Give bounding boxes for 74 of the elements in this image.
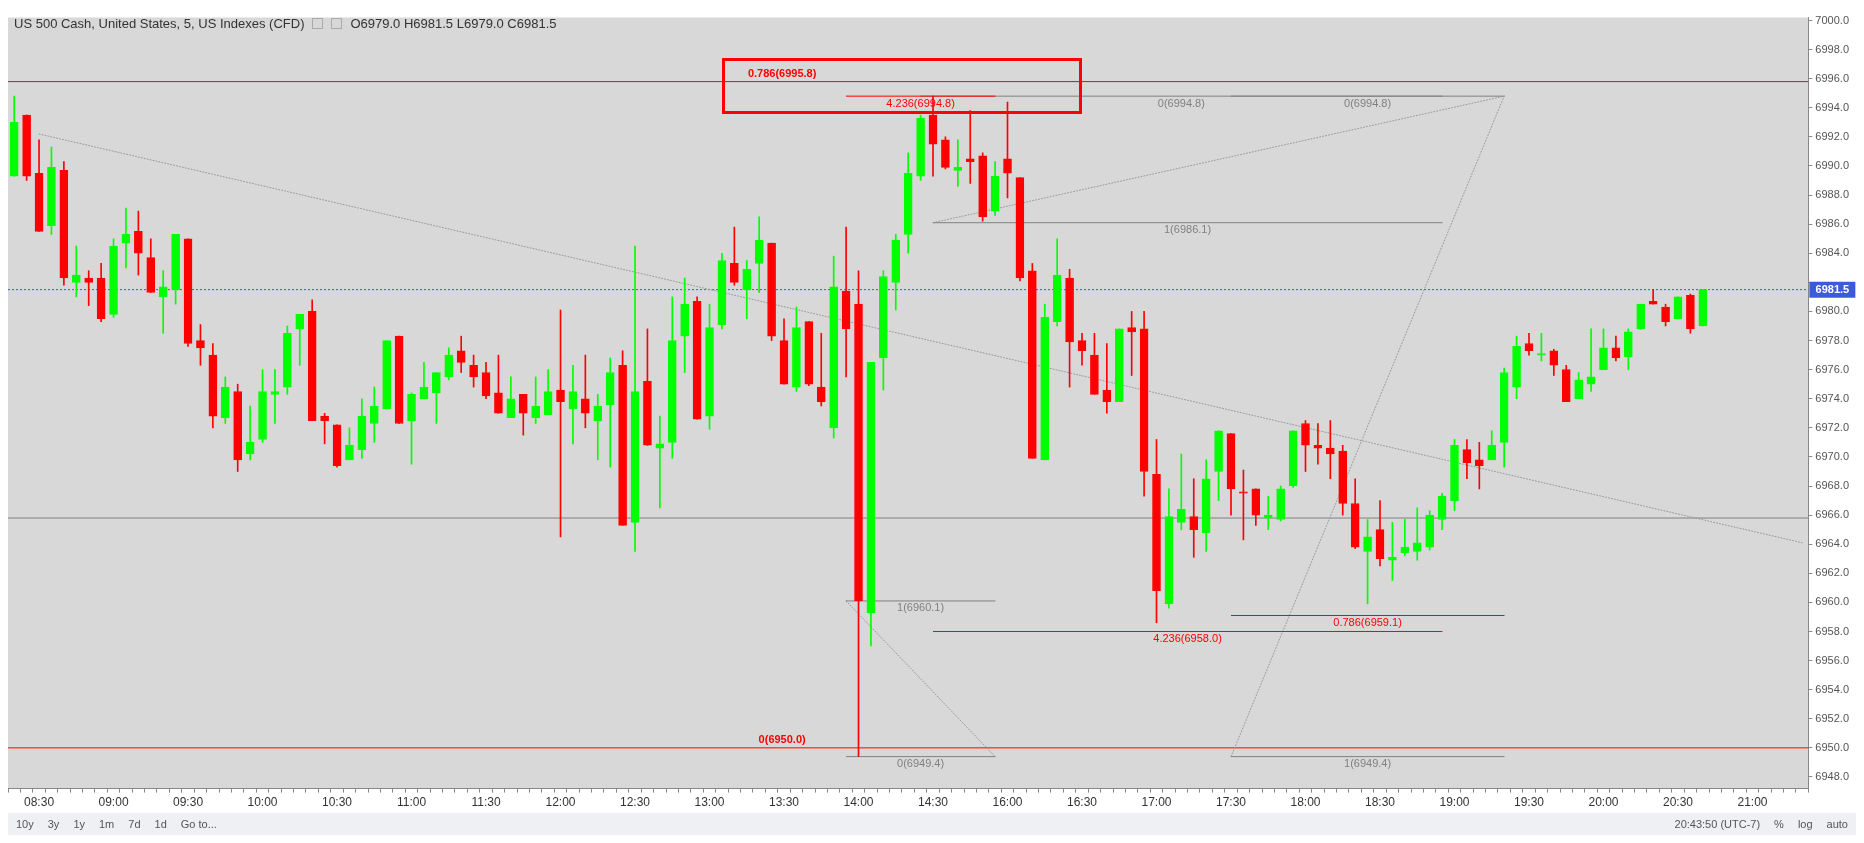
y-tick-label: 6968.0 — [1815, 479, 1850, 492]
y-tick-label: 6964.0 — [1815, 537, 1850, 550]
text: 7d — [128, 818, 141, 830]
x-tick-label: 09:00 — [98, 795, 129, 810]
series-label: 4.236(6958.0) — [1153, 632, 1222, 645]
series-label: 0(6994.8) — [1344, 96, 1392, 109]
series-label: 1(6986.1) — [1164, 223, 1212, 236]
y-tick-label: 6970.0 — [1815, 449, 1850, 462]
y-tick-label: 6998.0 — [1815, 42, 1850, 55]
text: log — [1797, 818, 1813, 830]
chart-title: US 500 Cash, United States, 5, US Indexes (CFD) — [14, 16, 305, 31]
y-tick-label: 6954.0 — [1815, 682, 1850, 695]
x-tick-label: 16:30 — [1066, 795, 1098, 810]
x-tick-label: 11:00 — [396, 795, 427, 810]
y-tick-label: 6952.0 — [1815, 711, 1850, 724]
y-tick-label: 6988.0 — [1815, 188, 1850, 201]
ref-line-label: 0(6950.0) — [758, 733, 807, 746]
text: % — [1774, 818, 1784, 830]
y-tick-label: 6980.0 — [1815, 304, 1850, 317]
x-tick-label: 17:30 — [1215, 795, 1247, 810]
ref-line-label: 0.786(6995.8) — [747, 67, 817, 80]
y-tick-label: 6972.0 — [1815, 420, 1850, 433]
x-tick-label: 10:30 — [322, 795, 353, 810]
y-tick-label: 6950.0 — [1815, 740, 1850, 753]
x-tick-label: 19:30 — [1513, 795, 1545, 810]
text: 20:43:50 (UTC-7) — [1674, 818, 1761, 830]
x-tick-label: 09:30 — [173, 795, 204, 810]
x-tick-label: 20:00 — [1588, 795, 1619, 810]
text: auto — [1826, 818, 1848, 830]
chart-subtitle: O6979.0 H6981.5 L6979.0 C6981.5 — [350, 16, 557, 31]
x-tick-label: 12:00 — [545, 795, 576, 810]
x-tick-label: 13:30 — [769, 795, 800, 810]
x-tick-label: 11:30 — [471, 795, 501, 810]
y-tick-label: 6948.0 — [1815, 769, 1850, 782]
y-tick-label: 6990.0 — [1815, 159, 1850, 172]
y-tick-label: 6992.0 — [1815, 129, 1850, 142]
x-tick-label: 14:00 — [843, 795, 874, 810]
y-tick-label: 6960.0 — [1815, 595, 1850, 608]
ref-line-label: 6981.5 — [1815, 282, 1850, 295]
y-tick-label: 6956.0 — [1815, 653, 1850, 666]
series-label: 0.786(6959.1) — [1333, 616, 1402, 629]
series-label: 0(6994.8) — [1157, 96, 1205, 109]
series-label: 0(6949.4) — [897, 757, 945, 770]
x-tick-label: 19:00 — [1439, 795, 1470, 810]
text: Go to... — [180, 818, 217, 830]
y-tick-label: 6984.0 — [1815, 246, 1850, 259]
y-tick-label: 6986.0 — [1815, 217, 1850, 230]
text: 1m — [99, 818, 115, 830]
x-tick-label: 16:00 — [992, 795, 1023, 810]
x-tick-label: 21:00 — [1737, 795, 1768, 810]
y-tick-label: 6974.0 — [1815, 391, 1850, 404]
y-tick-label: 7000.0 — [1815, 13, 1850, 26]
x-tick-label: 10:00 — [247, 795, 278, 810]
x-tick-label: 08:30 — [24, 795, 55, 810]
series-label: 1(6960.1) — [897, 601, 945, 614]
x-tick-label: 14:30 — [917, 795, 949, 810]
x-tick-label: 18:30 — [1364, 795, 1396, 810]
y-tick-label: 6962.0 — [1815, 566, 1850, 579]
y-tick-label: 6996.0 — [1815, 71, 1850, 84]
x-tick-label: 17:00 — [1141, 795, 1172, 810]
y-tick-label: 6958.0 — [1815, 624, 1850, 637]
x-tick-label: 13:00 — [694, 795, 725, 810]
y-tick-label: 6966.0 — [1815, 508, 1850, 521]
y-tick-label: 6994.0 — [1815, 100, 1850, 113]
x-tick-label: 20:30 — [1662, 795, 1694, 810]
text: 1d — [154, 818, 167, 830]
text: 1y — [73, 818, 85, 830]
y-tick-label: 6976.0 — [1815, 362, 1850, 375]
series-label: 1(6949.4) — [1344, 757, 1392, 770]
text: 10y — [16, 818, 34, 830]
x-tick-label: 18:00 — [1290, 795, 1321, 810]
text: 3y — [47, 818, 60, 830]
y-tick-label: 6978.0 — [1815, 333, 1850, 346]
x-tick-label: 12:30 — [620, 795, 651, 810]
